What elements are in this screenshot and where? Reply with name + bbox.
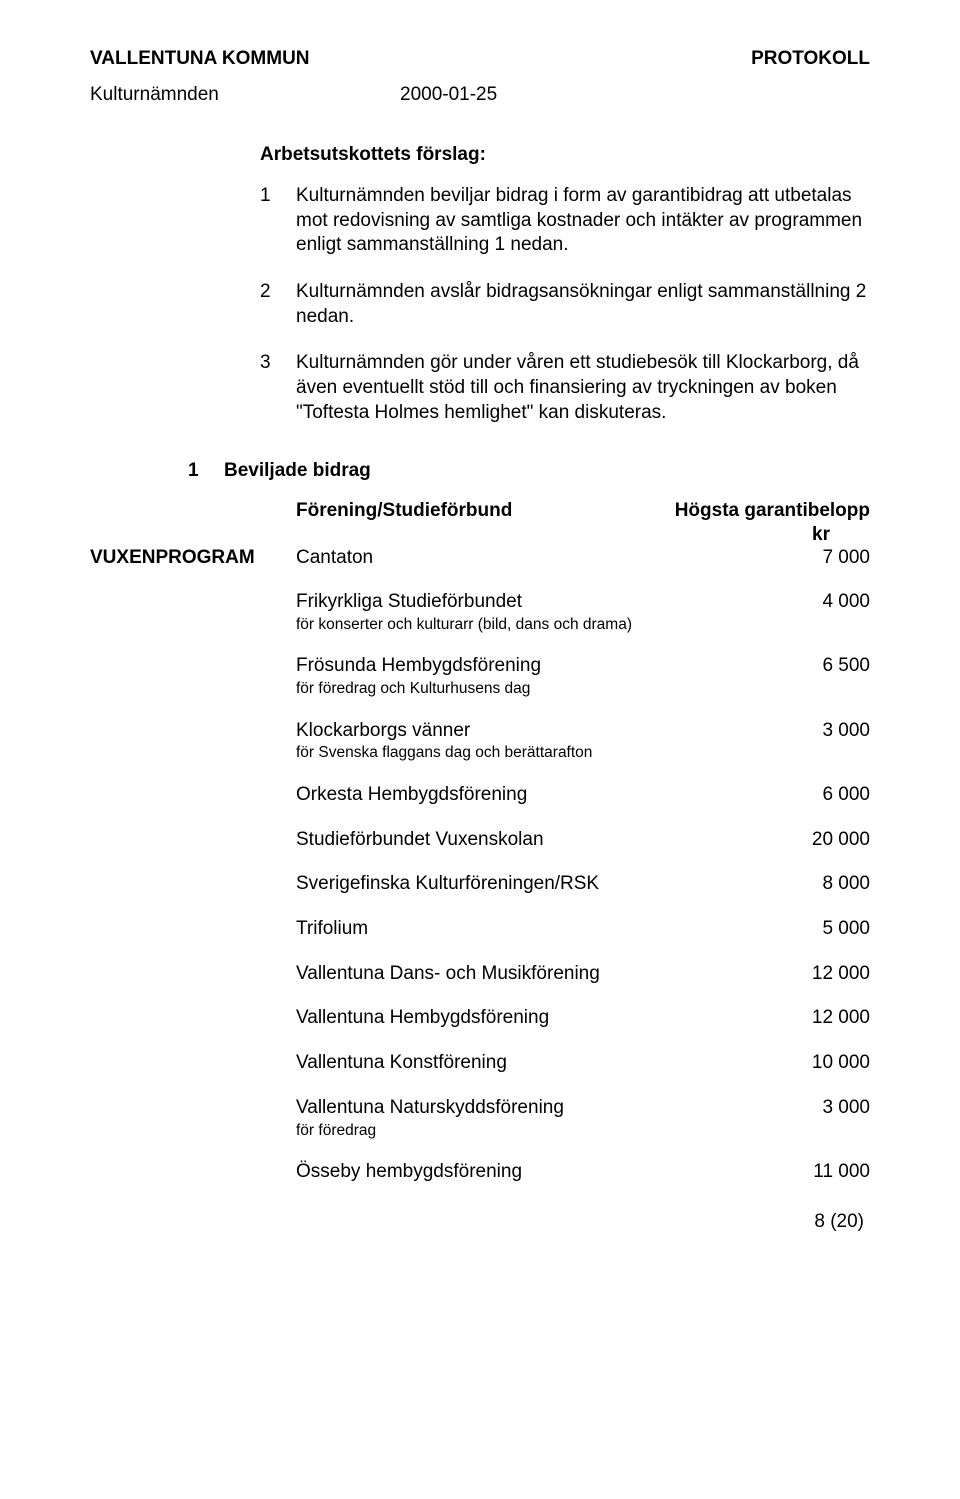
association-name: Sverigefinska Kulturföreningen/RSK: [296, 872, 750, 897]
grant-amount: 4 000: [750, 590, 870, 615]
category-label: [90, 917, 296, 942]
grant-row: Klockarborgs vänner3 000: [90, 719, 870, 744]
approved-number: 1: [90, 460, 224, 482]
category-label: [90, 1160, 296, 1185]
association-name: Össeby hembygdsförening: [296, 1160, 750, 1185]
grant-amount: 20 000: [750, 828, 870, 853]
association-name: Vallentuna Naturskyddsförening: [296, 1096, 750, 1121]
grant-row: Vallentuna Konstförening10 000: [90, 1051, 870, 1076]
grant-amount: 6 000: [750, 783, 870, 808]
grant-amount: 11 000: [750, 1160, 870, 1185]
grant-note: för konserter och kulturarr (bild, dans …: [296, 616, 870, 635]
grant-amount: 12 000: [750, 962, 870, 987]
association-name: Vallentuna Konstförening: [296, 1051, 750, 1076]
committee-name: Kulturnämnden: [90, 84, 400, 106]
grant-amount: 6 500: [750, 654, 870, 679]
association-name: Frikyrkliga Studieförbundet: [296, 590, 750, 615]
item-text: Kulturnämnden avslår bidragsansökningar …: [296, 280, 870, 329]
grant-row: Vallentuna Dans- och Musikförening12 000: [90, 962, 870, 987]
association-name: Frösunda Hembygdsförening: [296, 654, 750, 679]
category-label: [90, 1096, 296, 1121]
item-number: 3: [260, 351, 296, 425]
category-label: [90, 962, 296, 987]
association-name: Klockarborgs vänner: [296, 719, 750, 744]
association-name: Trifolium: [296, 917, 750, 942]
item-text: Kulturnämnden gör under våren ett studie…: [296, 351, 870, 425]
kr-subheader: kr: [90, 524, 870, 546]
association-name: Cantaton: [296, 546, 750, 571]
proposal-item: 1 Kulturnämnden beviljar bidrag i form a…: [260, 184, 870, 258]
proposal-title: Arbetsutskottets förslag:: [260, 144, 870, 166]
grant-amount: 3 000: [750, 719, 870, 744]
category-label: [90, 1006, 296, 1031]
org-name: VALLENTUNA KOMMUN: [90, 48, 310, 70]
grant-amount: 8 000: [750, 872, 870, 897]
category-label: [90, 872, 296, 897]
category-label: [90, 590, 296, 615]
item-text: Kulturnämnden beviljar bidrag i form av …: [296, 184, 870, 258]
grant-row: Vallentuna Hembygdsförening12 000: [90, 1006, 870, 1031]
proposal-list: 1 Kulturnämnden beviljar bidrag i form a…: [260, 184, 870, 426]
column-headers: Förening/Studieförbund Högsta garantibel…: [90, 500, 870, 522]
item-number: 1: [260, 184, 296, 258]
col-spacer: [90, 500, 296, 522]
association-name: Vallentuna Dans- och Musikförening: [296, 962, 750, 987]
category-label: VUXENPROGRAM: [90, 546, 296, 571]
grant-row: Studieförbundet Vuxenskolan20 000: [90, 828, 870, 853]
proposal-item: 2 Kulturnämnden avslår bidragsansökninga…: [260, 280, 870, 329]
grant-note: för Svenska flaggans dag och berättaraft…: [296, 744, 870, 763]
meeting-date: 2000-01-25: [400, 84, 497, 106]
grant-row: Trifolium5 000: [90, 917, 870, 942]
currency-label: kr: [670, 524, 870, 546]
grant-row: Orkesta Hembygdsförening6 000: [90, 783, 870, 808]
category-label: [90, 1051, 296, 1076]
proposal-item: 3 Kulturnämnden gör under våren ett stud…: [260, 351, 870, 425]
header-row: VALLENTUNA KOMMUN PROTOKOLL: [90, 48, 870, 70]
grants-table: VUXENPROGRAMCantaton7 000Frikyrkliga Stu…: [90, 546, 870, 1185]
association-name: Vallentuna Hembygdsförening: [296, 1006, 750, 1031]
category-label: [90, 654, 296, 679]
grant-row: Frösunda Hembygdsförening6 500: [90, 654, 870, 679]
grant-note: för föredrag: [296, 1122, 870, 1141]
col-association: Förening/Studieförbund: [296, 500, 670, 522]
item-number: 2: [260, 280, 296, 329]
grant-row: VUXENPROGRAMCantaton7 000: [90, 546, 870, 571]
association-name: Studieförbundet Vuxenskolan: [296, 828, 750, 853]
col-amount: Högsta garantibelopp: [670, 500, 870, 522]
grant-row: Össeby hembygdsförening11 000: [90, 1160, 870, 1185]
approved-heading: 1 Beviljade bidrag: [90, 460, 870, 482]
association-name: Orkesta Hembygdsförening: [296, 783, 750, 808]
grant-amount: 5 000: [750, 917, 870, 942]
grant-amount: 12 000: [750, 1006, 870, 1031]
subheader-row: Kulturnämnden 2000-01-25: [90, 84, 870, 106]
grant-row: Vallentuna Naturskyddsförening3 000: [90, 1096, 870, 1121]
page: VALLENTUNA KOMMUN PROTOKOLL Kulturnämnde…: [0, 0, 960, 1273]
grant-note: för föredrag och Kulturhusens dag: [296, 680, 870, 699]
doc-type: PROTOKOLL: [751, 48, 870, 70]
grant-row: Sverigefinska Kulturföreningen/RSK8 000: [90, 872, 870, 897]
category-label: [90, 783, 296, 808]
approved-label: Beviljade bidrag: [224, 460, 371, 482]
category-label: [90, 719, 296, 744]
grant-amount: 7 000: [750, 546, 870, 571]
page-number: 8 (20): [90, 1211, 870, 1233]
grant-amount: 3 000: [750, 1096, 870, 1121]
grant-amount: 10 000: [750, 1051, 870, 1076]
category-label: [90, 828, 296, 853]
grant-row: Frikyrkliga Studieförbundet4 000: [90, 590, 870, 615]
